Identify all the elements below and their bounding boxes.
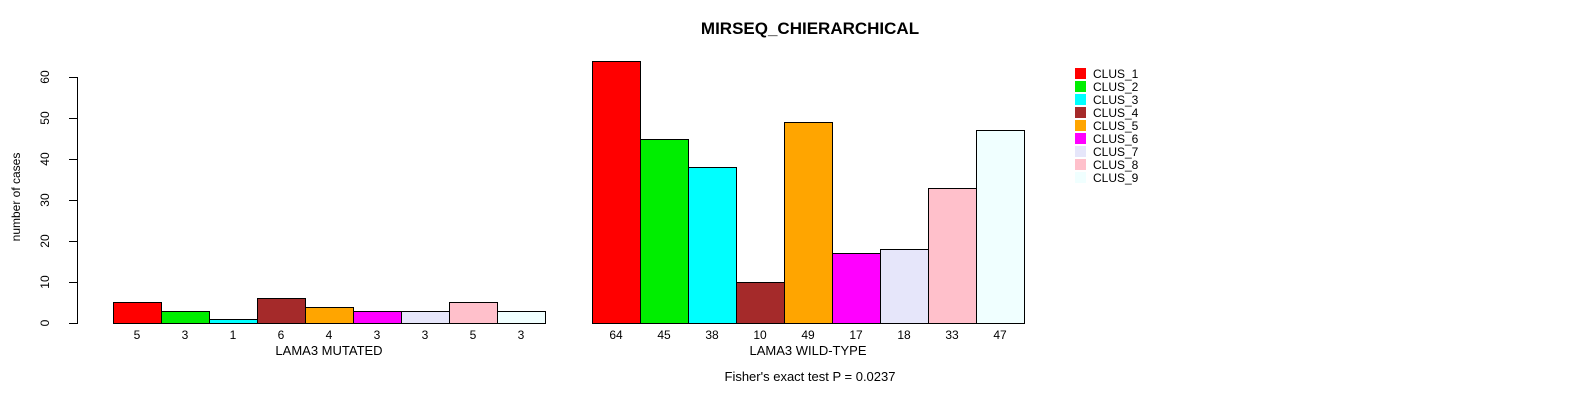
x-axis-title-0: LAMA3 MUTATED [275,343,383,358]
legend-label: CLUS_6 [1093,131,1139,146]
bar-clus_3 [688,167,737,324]
fisher-test-annotation: Fisher's exact test P = 0.0237 [724,369,896,384]
bar-value-label: 49 [801,328,815,342]
bar-value-label: 5 [133,328,141,342]
bar-value-label: 6 [277,328,285,342]
legend-swatch-icon [1075,159,1086,170]
bar-value-label: 10 [753,328,767,342]
y-tick-label: 0 [38,319,52,327]
bar-clus_8 [449,302,498,324]
y-axis-tick [69,323,77,324]
y-tick-label: 10 [38,275,52,289]
legend-item-clus_1: CLUS_1 [1075,67,1138,80]
y-axis-tick [69,118,77,119]
y-axis-tick [69,77,77,78]
legend-item-clus_5: CLUS_5 [1075,119,1138,132]
legend-item-clus_2: CLUS_2 [1075,80,1138,93]
bar-value-label: 45 [657,328,671,342]
bar-value-label: 3 [181,328,189,342]
bar-clus_2 [161,311,210,324]
y-tick-label: 60 [38,70,52,84]
legend-item-clus_4: CLUS_4 [1075,106,1138,119]
bar-clus_6 [832,253,881,324]
bar-value-label: 4 [325,328,333,342]
bar-value-label: 47 [993,328,1007,342]
bar-clus_7 [880,249,929,324]
legend-swatch-icon [1075,133,1086,144]
y-axis-tick [69,282,77,283]
x-axis-title-1: LAMA3 WILD-TYPE [749,343,867,358]
legend-label: CLUS_7 [1093,144,1139,159]
y-tick-label: 20 [38,234,52,248]
legend-label: CLUS_4 [1093,105,1139,120]
y-axis-label: number of cases [9,152,23,242]
y-axis-tick [69,241,77,242]
bar-clus_4 [257,298,306,324]
bar-clus_8 [928,188,977,324]
legend-label: CLUS_9 [1093,170,1139,185]
bar-clus_2 [640,139,689,324]
y-tick-label: 40 [38,152,52,166]
legend-label: CLUS_2 [1093,79,1139,94]
y-tick-label: 30 [38,193,52,207]
bar-value-label: 3 [517,328,525,342]
bar-value-label: 33 [945,328,959,342]
bar-clus_7 [401,311,450,324]
legend-item-clus_3: CLUS_3 [1075,93,1138,106]
bar-clus_3 [209,319,258,324]
legend-swatch-icon [1075,120,1086,131]
bar-value-label: 64 [609,328,623,342]
legend-item-clus_7: CLUS_7 [1075,145,1138,158]
legend-item-clus_8: CLUS_8 [1075,158,1138,171]
legend-label: CLUS_1 [1093,66,1139,81]
bar-clus_9 [497,311,546,324]
bar-value-label: 1 [229,328,237,342]
legend-swatch-icon [1075,107,1086,118]
bar-value-label: 17 [849,328,863,342]
legend-label: CLUS_3 [1093,92,1139,107]
y-tick-label: 50 [38,111,52,125]
legend-swatch-icon [1075,146,1086,157]
bar-value-label: 5 [469,328,477,342]
bar-clus_1 [592,61,641,324]
bar-value-label: 18 [897,328,911,342]
bar-clus_6 [353,311,402,324]
legend-label: CLUS_8 [1093,157,1139,172]
legend: CLUS_1 CLUS_2 CLUS_3 CLUS_4 CLUS_5 CLUS_6 CLUS… [1075,67,1138,184]
legend-swatch-icon [1075,81,1086,92]
bar-clus_4 [736,282,785,324]
y-axis-tick [69,200,77,201]
bar-clus_5 [784,122,833,324]
y-axis-tick [69,159,77,160]
bar-clus_5 [305,307,354,324]
legend-swatch-icon [1075,68,1086,79]
legend-swatch-icon [1075,172,1086,183]
y-axis-line [77,77,78,324]
legend-item-clus_6: CLUS_6 [1075,132,1138,145]
legend-swatch-icon [1075,94,1086,105]
bar-value-label: 3 [373,328,381,342]
bar-clus_1 [113,302,162,324]
chart-title: MIRSEQ_CHIERARCHICAL [700,19,920,38]
legend-item-clus_9: CLUS_9 [1075,171,1138,184]
bar-value-label: 38 [705,328,719,342]
legend-label: CLUS_5 [1093,118,1139,133]
bar-value-label: 3 [421,328,429,342]
bar-clus_9 [976,130,1025,324]
